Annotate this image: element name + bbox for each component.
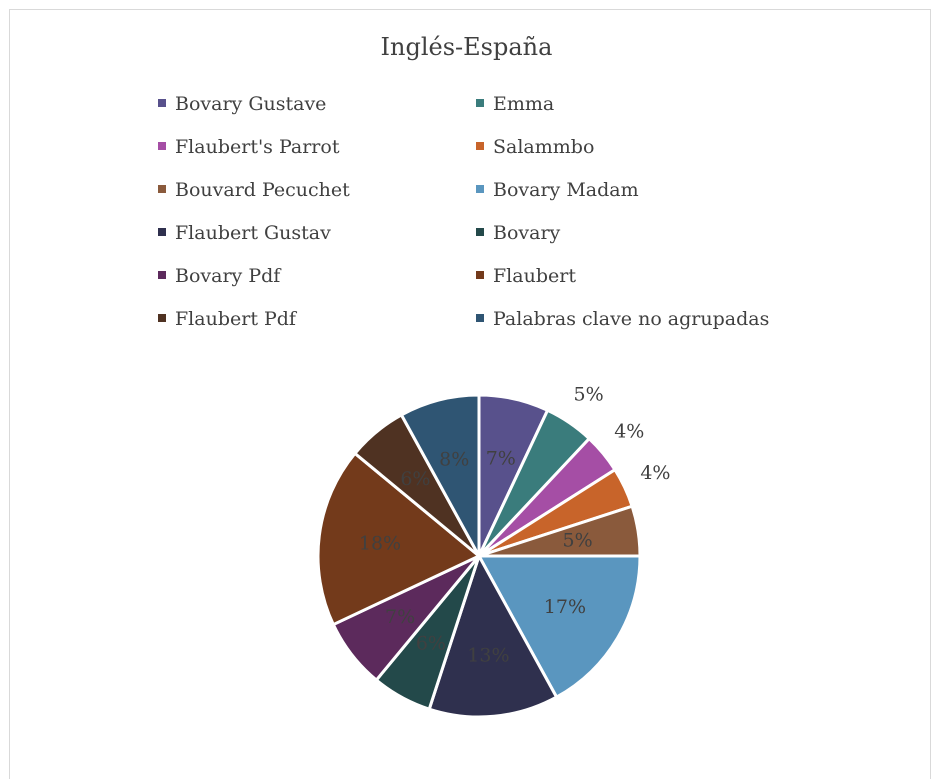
legend-item: Bovary bbox=[476, 222, 560, 244]
legend-item: Bouvard Pecuchet bbox=[158, 179, 350, 201]
slice-label: 8% bbox=[439, 448, 469, 470]
legend-item: Palabras clave no agrupadas bbox=[476, 308, 769, 330]
slice-label: 4% bbox=[640, 462, 670, 484]
legend-swatch bbox=[158, 314, 166, 322]
legend-item: Flaubert Pdf bbox=[158, 308, 296, 330]
legend-swatch bbox=[158, 228, 166, 236]
legend-swatch bbox=[158, 99, 166, 107]
legend-label: Flaubert Gustav bbox=[175, 222, 331, 244]
legend-label: Bovary Gustave bbox=[175, 93, 327, 115]
pie-slice bbox=[476, 554, 642, 700]
legend-label: Palabras clave no agrupadas bbox=[493, 308, 770, 330]
pie-slice bbox=[427, 552, 559, 719]
legend-item: Emma bbox=[476, 93, 554, 115]
legend-item: Bovary Madam bbox=[476, 179, 639, 201]
legend-item: Bovary Gustave bbox=[158, 93, 326, 115]
legend-label: Flaubert's Parrot bbox=[175, 136, 340, 158]
pie-slice bbox=[316, 451, 482, 627]
legend-swatch bbox=[476, 271, 484, 279]
legend-label: Flaubert bbox=[493, 265, 576, 287]
legend-swatch bbox=[158, 142, 166, 150]
chart-title: Inglés-España bbox=[380, 33, 553, 61]
legend-swatch bbox=[476, 99, 484, 107]
legend-label: Flaubert Pdf bbox=[175, 308, 296, 330]
legend-label: Salammbo bbox=[493, 136, 595, 158]
slice-label: 18% bbox=[359, 533, 401, 555]
legend-item: Flaubert's Parrot bbox=[158, 136, 339, 158]
legend-label: Bovary Pdf bbox=[175, 265, 281, 287]
legend-swatch bbox=[476, 142, 484, 150]
slice-label: 4% bbox=[614, 421, 644, 443]
slice-label: 5% bbox=[563, 529, 593, 551]
legend-item: Bovary Pdf bbox=[158, 265, 280, 287]
slice-label: 13% bbox=[467, 644, 509, 666]
slice-label: 7% bbox=[385, 606, 415, 628]
legend-label: Emma bbox=[493, 93, 555, 115]
chart-frame bbox=[9, 9, 931, 779]
legend-label: Bovary Madam bbox=[493, 179, 639, 201]
legend-swatch bbox=[476, 314, 484, 322]
legend-swatch bbox=[476, 185, 484, 193]
slice-label: 7% bbox=[486, 448, 516, 470]
slice-label: 6% bbox=[400, 468, 430, 490]
legend-label: Bouvard Pecuchet bbox=[175, 179, 350, 201]
slice-label: 5% bbox=[574, 384, 604, 406]
pie-slice bbox=[399, 393, 481, 557]
legend-item: Salammbo bbox=[476, 136, 594, 158]
legend-item: Flaubert bbox=[476, 265, 576, 287]
legend-swatch bbox=[158, 185, 166, 193]
legend-swatch bbox=[158, 271, 166, 279]
legend-swatch bbox=[476, 228, 484, 236]
slice-label: 6% bbox=[416, 633, 446, 655]
legend-item: Flaubert Gustav bbox=[158, 222, 331, 244]
slice-label: 17% bbox=[544, 596, 586, 618]
legend-label: Bovary bbox=[493, 222, 561, 244]
